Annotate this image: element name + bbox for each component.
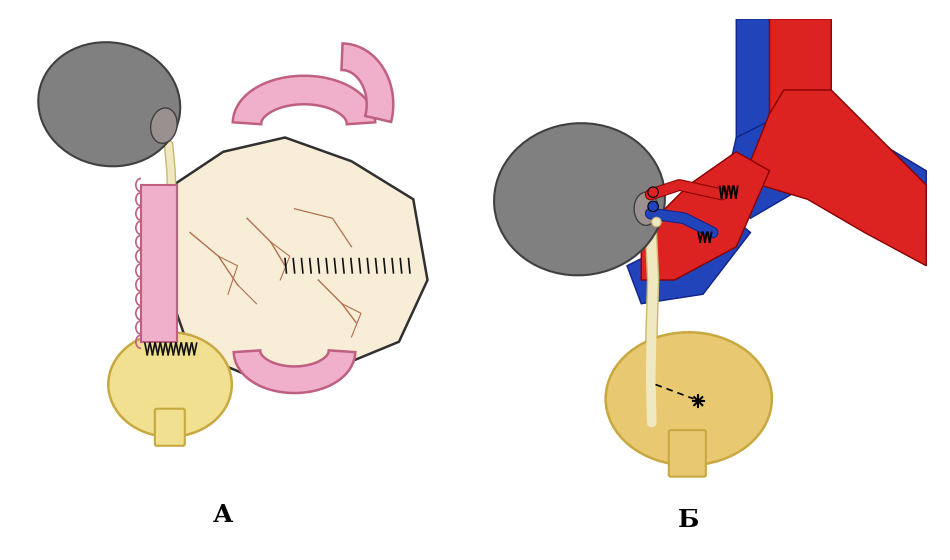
Polygon shape: [750, 90, 926, 266]
Ellipse shape: [635, 192, 657, 225]
Polygon shape: [736, 18, 784, 138]
Polygon shape: [233, 76, 375, 124]
FancyBboxPatch shape: [669, 430, 706, 477]
Text: А: А: [213, 503, 234, 527]
Polygon shape: [770, 18, 831, 114]
Polygon shape: [141, 185, 177, 342]
Ellipse shape: [652, 217, 661, 227]
Polygon shape: [641, 152, 770, 280]
Polygon shape: [173, 138, 428, 375]
Polygon shape: [341, 44, 393, 122]
Ellipse shape: [606, 332, 771, 465]
Ellipse shape: [648, 201, 658, 212]
Ellipse shape: [108, 332, 232, 437]
FancyBboxPatch shape: [155, 409, 184, 446]
Ellipse shape: [648, 187, 658, 197]
Ellipse shape: [494, 123, 665, 276]
Polygon shape: [722, 104, 926, 232]
Ellipse shape: [151, 108, 177, 143]
Polygon shape: [627, 209, 750, 304]
Text: Б: Б: [678, 508, 699, 532]
Polygon shape: [234, 351, 355, 393]
Ellipse shape: [38, 42, 180, 166]
